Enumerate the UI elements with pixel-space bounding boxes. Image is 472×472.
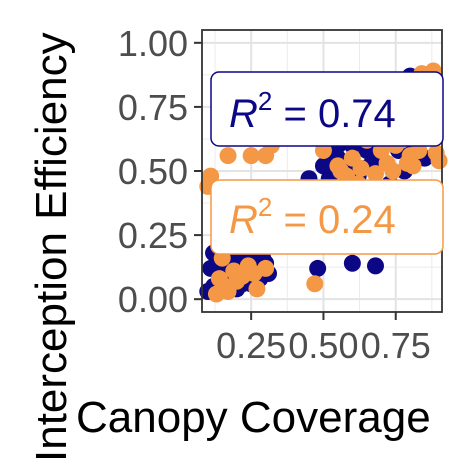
data-point bbox=[309, 259, 327, 277]
data-point bbox=[219, 147, 237, 165]
data-point bbox=[366, 257, 384, 275]
data-point bbox=[352, 159, 370, 177]
data-point bbox=[332, 162, 350, 180]
y-tick-label: 0.25 bbox=[118, 215, 188, 256]
data-point bbox=[366, 165, 384, 183]
y-tick-label: 0.75 bbox=[118, 87, 188, 128]
data-point bbox=[404, 157, 422, 175]
data-point bbox=[228, 272, 246, 290]
y-axis: 0.00 0.25 0.50 0.75 1.00 bbox=[118, 23, 202, 320]
r-squared-label-navy: R2 = 0.74 bbox=[210, 71, 444, 147]
data-point bbox=[257, 259, 275, 277]
data-point bbox=[343, 254, 361, 272]
x-tick-label: 0.50 bbox=[288, 325, 358, 366]
x-tick-label: 0.25 bbox=[216, 325, 286, 366]
x-axis-label: Canopy Coverage bbox=[76, 393, 431, 442]
y-tick-label: 0.00 bbox=[118, 279, 188, 320]
y-tick-label: 1.00 bbox=[118, 23, 188, 64]
y-tick-label: 0.50 bbox=[118, 151, 188, 192]
r-squared-label-orange: R2 = 0.24 bbox=[210, 179, 444, 255]
data-point bbox=[430, 152, 448, 170]
svg-text:R2 = 0.74: R2 = 0.74 bbox=[229, 86, 396, 136]
data-point bbox=[248, 280, 266, 298]
x-tick-label: 0.75 bbox=[361, 325, 431, 366]
data-point bbox=[306, 275, 324, 293]
data-point bbox=[384, 162, 402, 180]
svg-text:R2 = 0.24: R2 = 0.24 bbox=[229, 192, 396, 242]
x-axis: 0.25 0.50 0.75 bbox=[216, 312, 431, 366]
y-axis-label: Interception Efficiency bbox=[27, 32, 76, 462]
data-point bbox=[242, 147, 260, 165]
data-point bbox=[207, 285, 225, 303]
